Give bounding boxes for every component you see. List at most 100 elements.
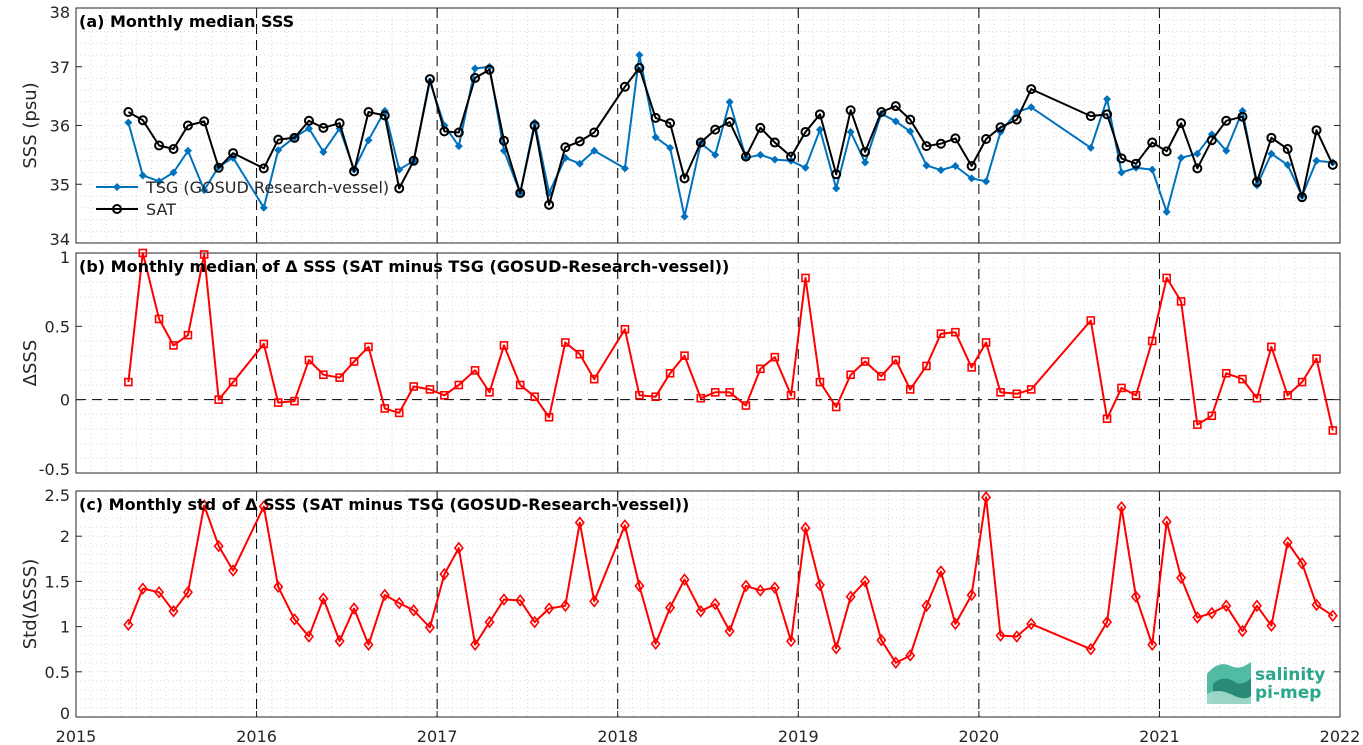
data-point — [995, 122, 1006, 133]
data-point — [394, 183, 405, 194]
data-point — [935, 138, 946, 149]
data-point — [228, 564, 239, 577]
data-point — [651, 392, 660, 402]
data-point — [1266, 619, 1277, 632]
data-point — [379, 588, 390, 602]
data-point — [1102, 109, 1113, 120]
data-point — [499, 341, 509, 350]
data-point — [289, 613, 300, 626]
data-point — [770, 155, 779, 164]
data-point — [349, 602, 360, 615]
data-point — [1312, 354, 1321, 363]
x-tick-label: 2018 — [597, 727, 638, 745]
data-point — [214, 395, 223, 404]
data-point — [679, 173, 690, 184]
data-point — [1221, 599, 1232, 613]
data-point — [335, 373, 344, 382]
y-tick-label: 35 — [50, 175, 70, 194]
data-point — [634, 62, 645, 73]
data-point — [1221, 368, 1231, 378]
data-point — [453, 127, 464, 138]
data-point — [1251, 599, 1262, 613]
data-point — [680, 212, 689, 221]
data-point — [138, 171, 147, 180]
data-point — [1085, 642, 1096, 656]
data-point — [182, 585, 193, 599]
data-point — [1102, 615, 1113, 629]
data-point — [1117, 168, 1126, 177]
data-point — [319, 147, 328, 156]
data-point — [408, 604, 419, 617]
data-point — [740, 151, 751, 162]
data-point — [756, 364, 765, 374]
data-point — [1116, 153, 1127, 164]
data-point — [123, 106, 134, 117]
data-point — [1282, 536, 1293, 549]
data-point — [1192, 163, 1203, 174]
data-point — [695, 604, 706, 618]
data-point — [380, 404, 390, 413]
data-point — [695, 137, 706, 148]
logo-line1: salinity — [1255, 665, 1325, 685]
salinity-pi-mep-logo: salinity pi-mep — [1207, 662, 1325, 704]
data-point — [199, 116, 210, 127]
data-point — [334, 118, 345, 129]
panel-title: (a) Monthly median SSS — [79, 12, 294, 31]
data-point — [845, 105, 856, 116]
data-point — [259, 203, 268, 212]
data-point — [1283, 160, 1292, 169]
data-point — [666, 143, 675, 152]
data-point — [1327, 609, 1338, 623]
data-point — [1147, 638, 1158, 651]
data-point — [1102, 414, 1112, 424]
data-point — [575, 349, 585, 359]
data-point — [498, 593, 509, 606]
data-point — [213, 539, 224, 553]
data-point — [515, 188, 526, 199]
data-point — [1222, 146, 1231, 155]
legend-marker — [113, 183, 121, 191]
data-point — [951, 162, 960, 171]
data-point — [724, 116, 735, 127]
data-point — [1193, 420, 1202, 429]
data-point — [515, 380, 525, 390]
data-point — [831, 402, 841, 412]
data-point — [619, 81, 630, 92]
data-point — [349, 357, 359, 366]
axes-frame — [75, 490, 1341, 718]
data-point — [981, 338, 991, 347]
data-point — [770, 352, 780, 362]
data-point — [318, 592, 329, 605]
data-point — [1238, 374, 1247, 384]
data-point — [183, 330, 193, 340]
data-point — [1148, 165, 1157, 174]
data-point — [544, 602, 555, 615]
data-point — [574, 516, 585, 529]
data-point — [1026, 617, 1037, 631]
data-point — [303, 630, 314, 643]
data-point — [1026, 84, 1037, 95]
x-tick-label: 2021 — [1139, 727, 1180, 745]
data-point — [1116, 500, 1127, 514]
data-point — [1103, 95, 1112, 104]
data-point — [409, 382, 418, 391]
data-point — [1086, 143, 1095, 152]
y-tick-label: 0.5 — [45, 317, 70, 336]
panel-2: -0.5 0 0.5 1 ΔSSS (b) Monthly median of Δ SSS… — [20, 248, 1341, 479]
data-point — [950, 133, 961, 144]
data-point — [800, 126, 811, 137]
data-point — [1012, 389, 1022, 399]
data-point — [530, 118, 539, 127]
data-point — [935, 565, 946, 578]
logo-wave-icon-light — [1207, 690, 1251, 704]
data-point — [1176, 297, 1186, 306]
data-point — [650, 112, 661, 123]
x-tick-label: 2016 — [236, 727, 277, 745]
data-point — [786, 390, 796, 400]
y-tick-label: 37 — [50, 58, 70, 77]
data-point — [453, 541, 464, 555]
data-point — [1147, 137, 1158, 148]
data-point — [1085, 111, 1096, 122]
data-point — [1327, 159, 1338, 170]
